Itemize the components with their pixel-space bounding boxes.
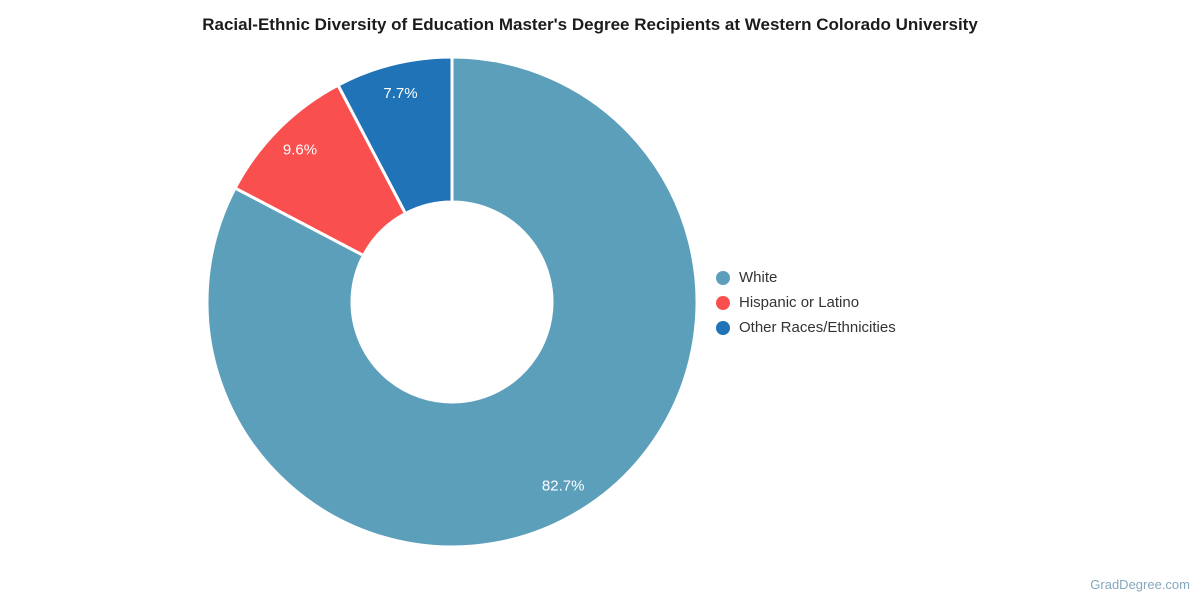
credits-link[interactable]: GradDegree.com [1090,577,1190,592]
legend-item-label: Other Races/Ethnicities [739,319,896,336]
legend-item-label: Hispanic or Latino [739,294,860,311]
legend-marker-circle-icon [716,295,730,310]
legend-item-white[interactable]: White [716,265,896,290]
legend-marker-circle-icon [716,270,730,285]
chart-title: Racial-Ethnic Diversity of Education Mas… [202,15,978,34]
legend-item-label: White [739,269,778,286]
slice-percent-label: 82.7% [542,478,585,495]
slice-percent-label: 7.7% [383,85,417,102]
legend-item-other-races-ethnicities[interactable]: Other Races/Ethnicities [716,315,896,340]
pie-slice-2[interactable] [336,55,454,215]
legend-item-hispanic-or-latino[interactable]: Hispanic or Latino [716,290,896,315]
pie-slice-0[interactable] [205,55,699,549]
legend: White Hispanic or Latino Other Races/Eth… [716,265,896,340]
slice-percent-label: 9.6% [283,142,317,159]
legend-marker-circle-icon [716,320,730,335]
